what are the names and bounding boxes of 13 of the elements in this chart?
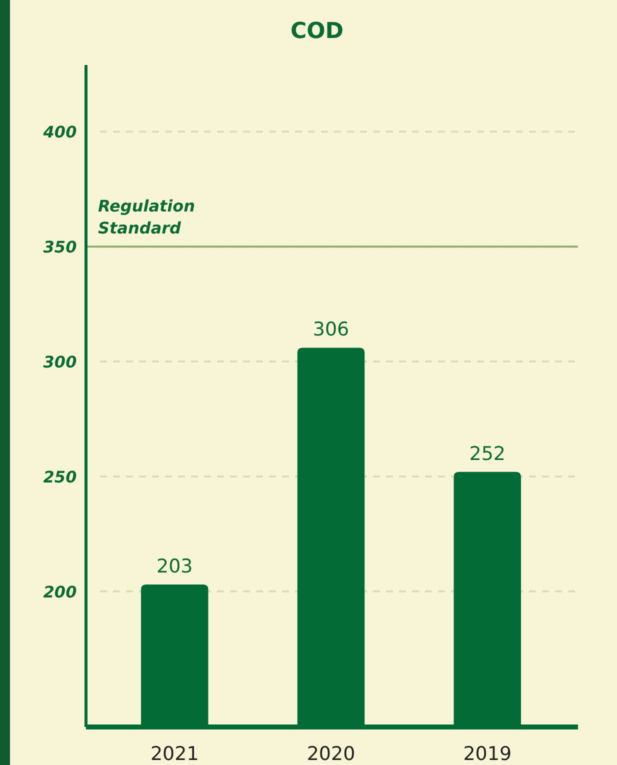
data-label: 306: [312, 318, 350, 341]
ref-line-label: Regulation Standard: [98, 196, 196, 238]
y-tick-label: 300: [43, 352, 77, 372]
x-tick-label: 2021: [150, 743, 199, 765]
y-tick-label: 250: [43, 467, 77, 486]
data-label: 252: [469, 442, 506, 465]
chart-title: COD: [290, 19, 344, 44]
x-tick-label: 2019: [463, 743, 512, 765]
data-label: 203: [156, 555, 193, 578]
y-tick-label: 400: [42, 122, 77, 142]
y-tick-label: 350: [43, 238, 77, 257]
x-tick-label: 2020: [306, 743, 356, 765]
y-tick-label: 200: [43, 582, 77, 602]
